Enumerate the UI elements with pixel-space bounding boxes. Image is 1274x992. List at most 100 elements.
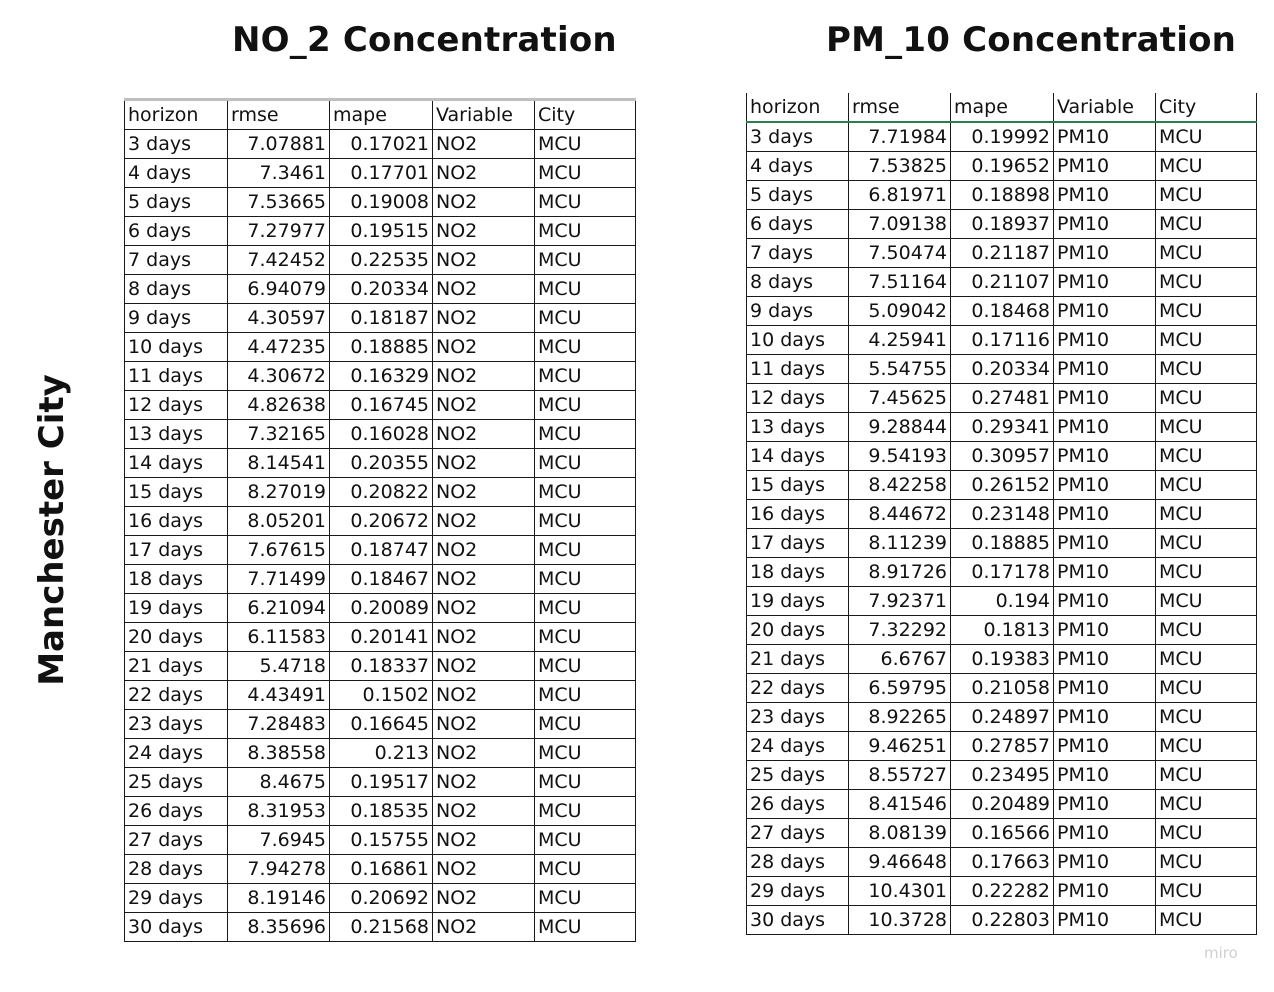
city-cell: MCU — [1155, 383, 1257, 413]
city-cell: MCU — [1155, 818, 1257, 848]
horizon-cell: 7 days — [124, 245, 228, 275]
mape-cell: 0.16329 — [329, 361, 433, 391]
city-cell: MCU — [1155, 644, 1257, 674]
horizon-cell: 9 days — [124, 303, 228, 333]
horizon-cell: 6 days — [124, 216, 228, 246]
horizon-cell: 20 days — [124, 622, 228, 652]
horizon-cell: 7 days — [746, 238, 849, 268]
mape-cell: 0.29341 — [950, 412, 1054, 442]
rmse-cell: 4.25941 — [848, 325, 951, 355]
mape-cell: 0.23148 — [950, 499, 1054, 529]
variable-cell: NO2 — [432, 332, 535, 362]
mape-cell: 0.19652 — [950, 151, 1054, 181]
variable-cell: PM10 — [1053, 905, 1156, 935]
mape-cell: 0.17021 — [329, 129, 433, 159]
horizon-cell: 12 days — [746, 383, 849, 413]
table-row: 23 days 7.28483 0.16645 NO2 MCU — [124, 709, 636, 739]
rmse-cell: 8.42258 — [848, 470, 951, 500]
table-row: 9 days 5.09042 0.18468 PM10 MCU — [746, 296, 1257, 326]
mape-cell: 0.1502 — [329, 680, 433, 710]
rmse-cell: 7.92371 — [848, 586, 951, 616]
rmse-cell: 8.31953 — [227, 796, 330, 826]
horizon-cell: 18 days — [124, 564, 228, 594]
city-cell: MCU — [1155, 325, 1257, 355]
variable-cell: PM10 — [1053, 760, 1156, 790]
table-row: 24 days 8.38558 0.213 NO2 MCU — [124, 738, 636, 768]
rmse-cell: 7.07881 — [227, 129, 330, 159]
horizon-cell: 4 days — [124, 158, 228, 188]
column-header: City — [534, 98, 636, 130]
horizon-cell: 5 days — [746, 180, 849, 210]
mape-cell: 0.19517 — [329, 767, 433, 797]
mape-cell: 0.18885 — [329, 332, 433, 362]
rmse-cell: 8.35696 — [227, 912, 330, 942]
variable-cell: PM10 — [1053, 876, 1156, 906]
rmse-cell: 8.05201 — [227, 506, 330, 536]
mape-cell: 0.21568 — [329, 912, 433, 942]
variable-cell: NO2 — [432, 680, 535, 710]
horizon-cell: 8 days — [124, 274, 228, 304]
table-row: 27 days 7.6945 0.15755 NO2 MCU — [124, 825, 636, 855]
variable-cell: PM10 — [1053, 151, 1156, 181]
table-row: 8 days 6.94079 0.20334 NO2 MCU — [124, 274, 636, 304]
horizon-cell: 29 days — [124, 883, 228, 913]
horizon-cell: 23 days — [124, 709, 228, 739]
city-cell: MCU — [1155, 586, 1257, 616]
mape-cell: 0.194 — [950, 586, 1054, 616]
mape-cell: 0.22535 — [329, 245, 433, 275]
pm10-section-title: PM_10 Concentration — [826, 20, 1237, 60]
table-row: 17 days 7.67615 0.18747 NO2 MCU — [124, 535, 636, 565]
horizon-cell: 24 days — [124, 738, 228, 768]
column-header: rmse — [227, 98, 330, 130]
rmse-cell: 8.44672 — [848, 499, 951, 529]
table-row: 29 days 10.4301 0.22282 PM10 MCU — [746, 876, 1257, 906]
table-row: 29 days 8.19146 0.20692 NO2 MCU — [124, 883, 636, 913]
city-cell: MCU — [534, 129, 636, 159]
table-row: 17 days 8.11239 0.18885 PM10 MCU — [746, 528, 1257, 558]
table-row: 25 days 8.55727 0.23495 PM10 MCU — [746, 760, 1257, 790]
variable-cell: NO2 — [432, 854, 535, 884]
variable-cell: NO2 — [432, 216, 535, 246]
horizon-cell: 16 days — [746, 499, 849, 529]
rmse-cell: 7.42452 — [227, 245, 330, 275]
mape-cell: 0.17178 — [950, 557, 1054, 587]
mape-cell: 0.20489 — [950, 789, 1054, 819]
variable-cell: PM10 — [1053, 528, 1156, 558]
table-row: 22 days 4.43491 0.1502 NO2 MCU — [124, 680, 636, 710]
rmse-cell: 4.47235 — [227, 332, 330, 362]
horizon-cell: 12 days — [124, 390, 228, 420]
table-row: 16 days 8.05201 0.20672 NO2 MCU — [124, 506, 636, 536]
mape-cell: 0.18187 — [329, 303, 433, 333]
rmse-cell: 7.45625 — [848, 383, 951, 413]
table-row: 15 days 8.42258 0.26152 PM10 MCU — [746, 470, 1257, 500]
city-cell: MCU — [1155, 412, 1257, 442]
mape-cell: 0.16861 — [329, 854, 433, 884]
table-row: 19 days 7.92371 0.194 PM10 MCU — [746, 586, 1257, 616]
mape-cell: 0.15755 — [329, 825, 433, 855]
table-row: 12 days 7.45625 0.27481 PM10 MCU — [746, 383, 1257, 413]
horizon-cell: 26 days — [124, 796, 228, 826]
city-cell: MCU — [534, 912, 636, 942]
city-cell: MCU — [534, 477, 636, 507]
city-cell: MCU — [1155, 557, 1257, 587]
city-cell: MCU — [534, 854, 636, 884]
city-cell: MCU — [534, 535, 636, 565]
rmse-cell: 8.19146 — [227, 883, 330, 913]
rmse-cell: 6.94079 — [227, 274, 330, 304]
column-header: mape — [950, 93, 1054, 123]
mape-cell: 0.16028 — [329, 419, 433, 449]
horizon-cell: 11 days — [124, 361, 228, 391]
city-cell: MCU — [534, 274, 636, 304]
variable-cell: PM10 — [1053, 499, 1156, 529]
city-cell: MCU — [534, 564, 636, 594]
city-cell: MCU — [1155, 180, 1257, 210]
mape-cell: 0.18535 — [329, 796, 433, 826]
city-cell: MCU — [534, 796, 636, 826]
rmse-cell: 7.50474 — [848, 238, 951, 268]
mape-cell: 0.30957 — [950, 441, 1054, 471]
table-row: 21 days 5.4718 0.18337 NO2 MCU — [124, 651, 636, 681]
city-cell: MCU — [534, 361, 636, 391]
table-row: 11 days 4.30672 0.16329 NO2 MCU — [124, 361, 636, 391]
table-row: 14 days 8.14541 0.20355 NO2 MCU — [124, 448, 636, 478]
city-cell: MCU — [1155, 528, 1257, 558]
